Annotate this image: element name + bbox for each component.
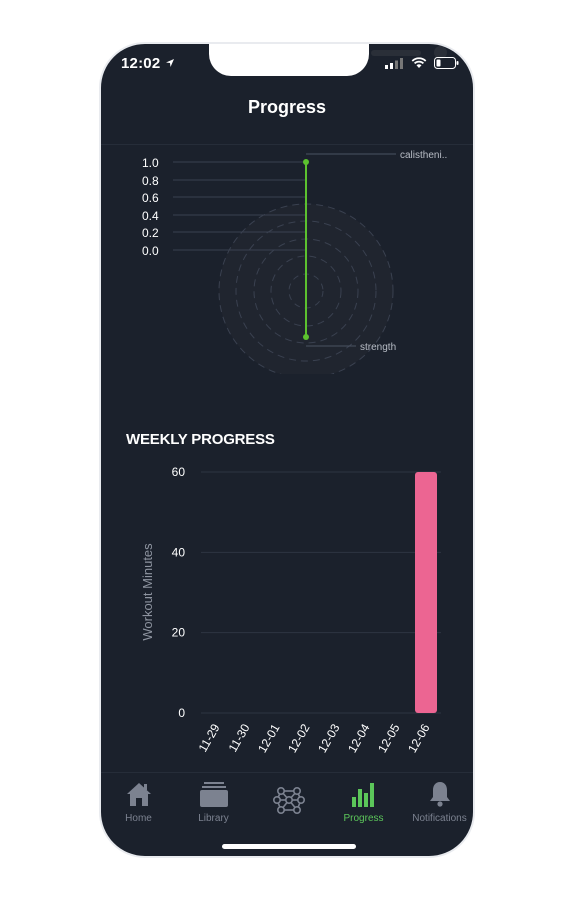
library-icon	[199, 782, 228, 807]
radar-point	[303, 334, 309, 340]
tab-label: Library	[198, 813, 229, 824]
y-tick-label: 60	[172, 465, 186, 479]
x-tick-label: 12-01	[255, 721, 283, 755]
wifi-icon	[411, 57, 426, 68]
tab-home[interactable]: Home	[101, 779, 176, 824]
x-tick-label: 11-29	[196, 721, 223, 754]
tab-library[interactable]: Library	[176, 779, 251, 824]
scale-label: 0.8	[142, 174, 159, 188]
y-tick-label: 0	[178, 706, 185, 720]
header-divider	[101, 144, 473, 145]
y-axis-title: Workout Minutes	[140, 543, 155, 641]
scale-label: 0.4	[142, 209, 159, 223]
status-time: 12:02	[121, 55, 175, 72]
weekly-progress-title: WEEKLY PROGRESS	[126, 431, 275, 448]
home-indicator	[222, 844, 356, 849]
axis-label-strength: strength	[360, 342, 396, 353]
bottom-tab-bar: Home Library	[101, 772, 473, 856]
x-tick-label: 11-30	[226, 721, 253, 754]
x-tick-label: 12-03	[315, 721, 343, 755]
y-tick-label: 20	[172, 626, 186, 640]
bell-icon	[429, 782, 450, 807]
scale-label: 0.0	[142, 244, 159, 258]
signal-icon	[385, 58, 404, 69]
location-arrow-icon	[165, 59, 174, 67]
status-icons	[385, 56, 459, 74]
radar-point	[303, 159, 309, 165]
y-tick-label: 40	[172, 545, 186, 559]
axis-label-calisthenics: calistheni..	[400, 150, 447, 161]
bar-chart-icon	[351, 783, 374, 807]
x-tick-label: 12-04	[345, 721, 373, 755]
battery-icon	[434, 57, 459, 69]
tab-network[interactable]	[251, 779, 326, 821]
scale-label: 0.6	[142, 191, 159, 205]
bar-12-06	[415, 472, 437, 713]
home-icon	[126, 783, 151, 806]
page-title: Progress	[247, 97, 327, 117]
x-tick-label: 12-06	[405, 721, 433, 755]
notch	[209, 44, 447, 76]
status-time-text: 12:02	[121, 55, 161, 72]
speaker	[371, 50, 421, 56]
tab-notifications[interactable]: Notifications	[402, 779, 473, 824]
camera	[434, 46, 447, 59]
scale-label: 0.2	[142, 226, 159, 240]
x-tick-label: 12-05	[375, 721, 403, 755]
x-tick-label: 12-02	[285, 721, 313, 755]
tab-label: Progress	[343, 813, 384, 824]
phone-screen: 12:02 Progress	[99, 42, 475, 858]
tab-label: Home	[125, 813, 152, 824]
network-icon	[272, 787, 305, 814]
tab-label: Notifications	[412, 813, 467, 824]
scale-label: 1.0	[142, 156, 159, 170]
radar-chart: 1.0 0.8 0.6 0.4 0.2 0.0 calistheni.. str…	[142, 150, 447, 374]
tab-progress[interactable]: Progress	[326, 779, 401, 824]
